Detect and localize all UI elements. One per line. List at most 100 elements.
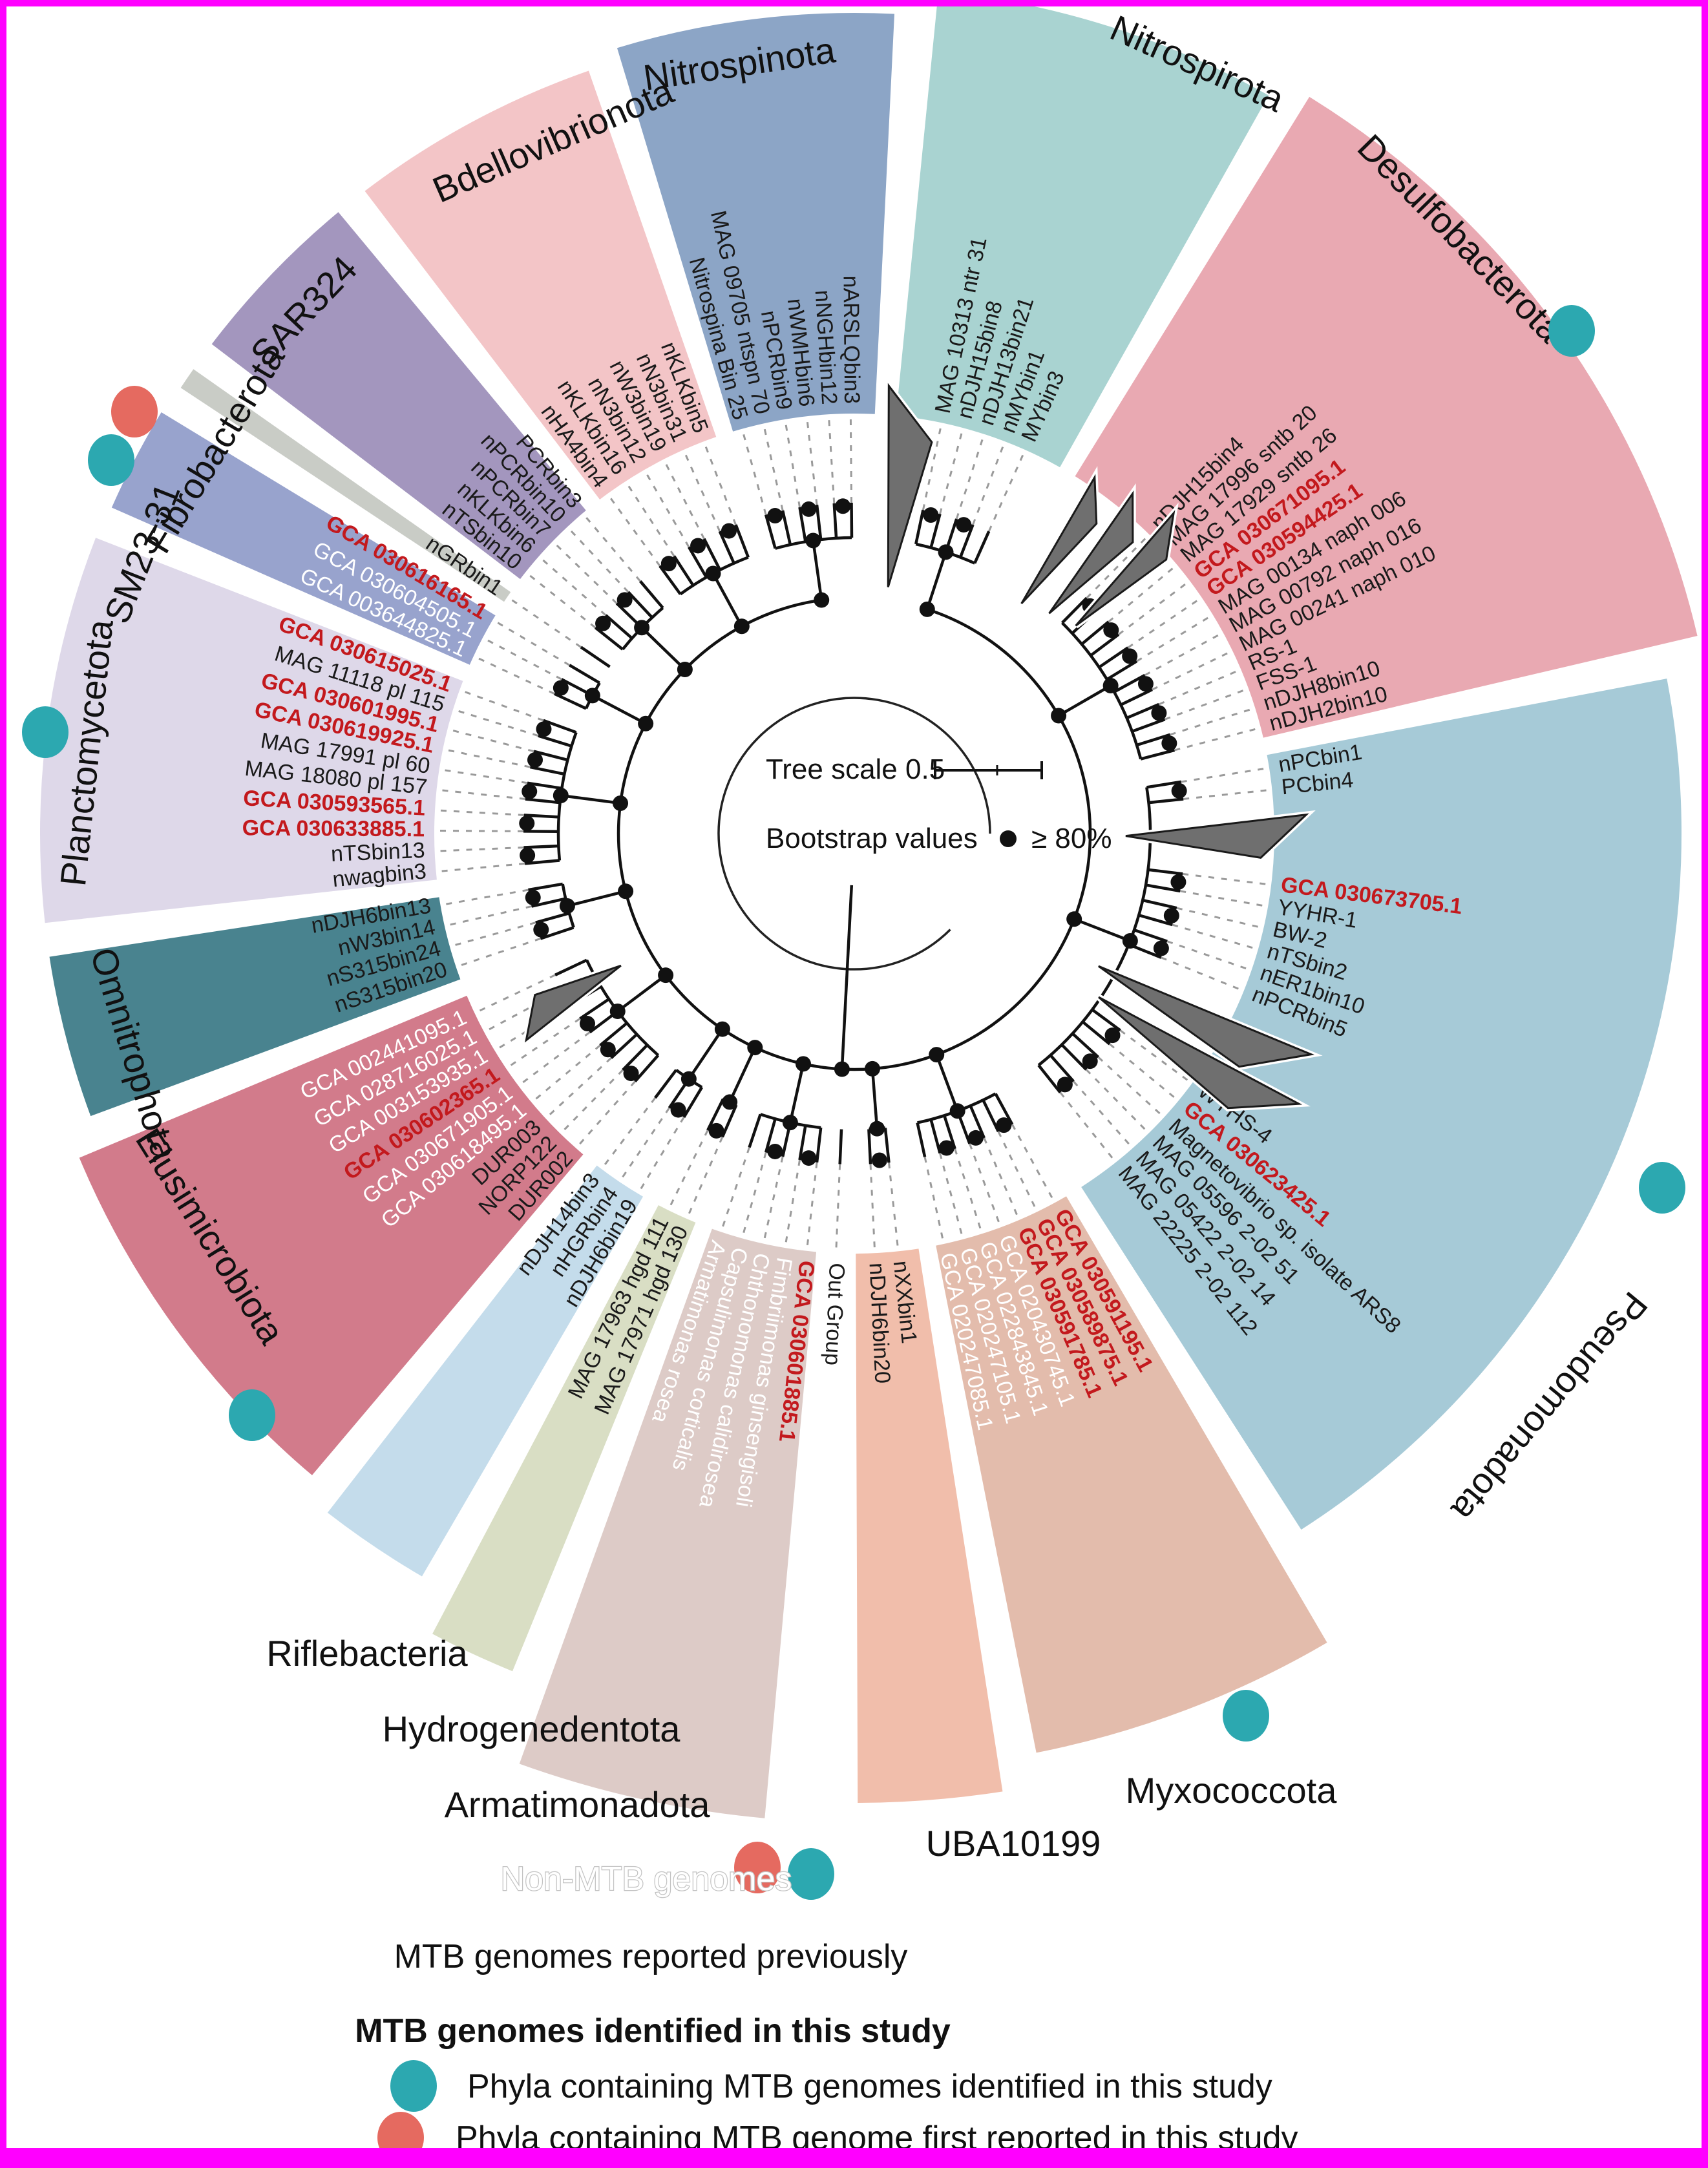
leader-line bbox=[445, 905, 532, 927]
sector-nitrospirota bbox=[896, 0, 1269, 468]
leader-line bbox=[1073, 1080, 1133, 1148]
leader-line bbox=[518, 1031, 591, 1086]
leader-line bbox=[741, 1152, 767, 1237]
tree-scale-label: Tree scale 0.5 bbox=[766, 753, 945, 785]
leader-line bbox=[1119, 1029, 1192, 1084]
bootstrap-node-dot bbox=[618, 883, 634, 900]
clade-stem-desulfobacterota bbox=[1057, 684, 1112, 717]
branch-tip bbox=[531, 897, 566, 908]
leader-line bbox=[493, 619, 571, 666]
bootstrap-node-dot bbox=[1051, 708, 1067, 724]
leader-line bbox=[763, 425, 784, 511]
tree-root-branch bbox=[840, 885, 854, 1069]
phylum-label-armatimonadota: Armatimonadota bbox=[445, 1784, 711, 1825]
leader-line bbox=[440, 768, 528, 784]
sector-sm23-31 bbox=[111, 412, 496, 665]
leaf-label-gca-030633885-1: GCA 030633885.1 bbox=[242, 816, 425, 841]
bootstrap-node-dot bbox=[527, 752, 543, 768]
branch-tip bbox=[867, 1129, 872, 1164]
leader-line bbox=[525, 572, 596, 629]
phylum-dot-identified-icon bbox=[88, 434, 134, 486]
leader-line bbox=[720, 1147, 750, 1231]
sector-sar324 bbox=[211, 212, 586, 580]
leader-line bbox=[939, 1153, 964, 1239]
branch-tip bbox=[815, 1127, 823, 1163]
clade-stem-pseudomonadota bbox=[1073, 918, 1131, 943]
sector-myxococcota bbox=[936, 1196, 1327, 1753]
branch-tip bbox=[1120, 688, 1153, 706]
branch-tip bbox=[654, 1069, 678, 1099]
bootstrap-node-dot bbox=[658, 967, 674, 984]
branch-tip bbox=[524, 859, 560, 865]
sector-planctomycetota bbox=[40, 538, 463, 923]
bootstrap-node-dot bbox=[1137, 676, 1154, 692]
bootstrap-node-dot bbox=[519, 816, 535, 832]
branch-tip bbox=[1098, 646, 1129, 669]
branch-tip bbox=[1071, 1032, 1100, 1058]
branch-tip bbox=[798, 507, 807, 542]
leader-line bbox=[1183, 788, 1271, 800]
leader-line bbox=[582, 513, 641, 582]
leader-line bbox=[553, 541, 618, 604]
branch-tip bbox=[535, 911, 570, 924]
bootstrap-node-dot bbox=[835, 498, 851, 514]
branch-tip bbox=[594, 626, 624, 651]
leader-line bbox=[983, 1137, 1020, 1219]
leader-line bbox=[601, 1097, 657, 1169]
bootstrap-node-dot bbox=[609, 1003, 626, 1019]
leader-line bbox=[460, 689, 544, 722]
bootstrap-node-dot bbox=[929, 1047, 945, 1063]
branch-tip bbox=[838, 1129, 843, 1164]
branch-tip bbox=[1060, 1044, 1088, 1071]
phylum-label-hydrogenedentota: Hydrogenedentota bbox=[383, 1709, 681, 1749]
branch-tip bbox=[959, 524, 975, 558]
bootstrap-node-dot bbox=[623, 1066, 639, 1082]
leader-line bbox=[1109, 1043, 1178, 1101]
leader-line bbox=[1170, 707, 1254, 736]
branch-tip bbox=[569, 664, 600, 684]
leader-line bbox=[436, 829, 524, 832]
bootstrap-node-dot bbox=[677, 661, 693, 677]
bootstrap-node-dot bbox=[584, 688, 600, 704]
branch-tip bbox=[528, 882, 564, 892]
bootstrap-node-dot bbox=[767, 1143, 783, 1159]
branch-tip bbox=[764, 1118, 777, 1153]
phylum-dot-identified-icon bbox=[788, 1848, 834, 1900]
leader-line bbox=[954, 1148, 983, 1233]
circular-tree-layer: MAG 10313 ntr 31nDJH15bin8nDJH13bin21nMY… bbox=[22, 0, 1698, 1900]
bootstrap-node-dot bbox=[722, 1094, 738, 1110]
bootstrap-node-dot bbox=[533, 921, 549, 938]
leader-line bbox=[443, 748, 531, 768]
branch-tip bbox=[832, 503, 838, 538]
leader-line bbox=[545, 1057, 612, 1119]
leader-line bbox=[567, 527, 629, 593]
bootstrap-node-dot bbox=[714, 1021, 730, 1037]
branch-tip bbox=[1148, 797, 1184, 805]
leader-line bbox=[939, 428, 964, 514]
branch-tip bbox=[1132, 718, 1166, 733]
leader-line bbox=[619, 1107, 670, 1182]
bootstrap-node-dot bbox=[795, 1056, 811, 1072]
sector-desulfobacterota bbox=[1075, 96, 1698, 738]
phylum-label-myxococcota: Myxococcota bbox=[1126, 1770, 1338, 1811]
branch-tip bbox=[929, 1119, 942, 1154]
leader-line bbox=[663, 459, 705, 540]
branch-tip bbox=[604, 614, 633, 640]
branch-tip bbox=[579, 998, 610, 1020]
bootstrap-node-dot bbox=[923, 507, 939, 523]
phylum-label-riflebacteria: Riflebacteria bbox=[266, 1633, 468, 1674]
leader-line bbox=[1161, 956, 1243, 992]
branch-tip bbox=[523, 844, 559, 849]
branch-tip bbox=[523, 814, 559, 819]
branch-tip bbox=[969, 1105, 986, 1139]
bootstrap-node-dot bbox=[871, 1152, 887, 1168]
leader-line bbox=[668, 1130, 709, 1210]
leader-line bbox=[576, 1080, 636, 1148]
legend-previous: MTB genomes reported previously bbox=[394, 1938, 908, 1975]
branch-tip bbox=[682, 1086, 704, 1119]
leader-line bbox=[827, 416, 836, 504]
frame-top bbox=[0, 0, 1708, 6]
leader-line bbox=[784, 1159, 801, 1247]
leader-line bbox=[1144, 632, 1223, 677]
phylum-label-uba10199: UBA10199 bbox=[926, 1823, 1101, 1864]
